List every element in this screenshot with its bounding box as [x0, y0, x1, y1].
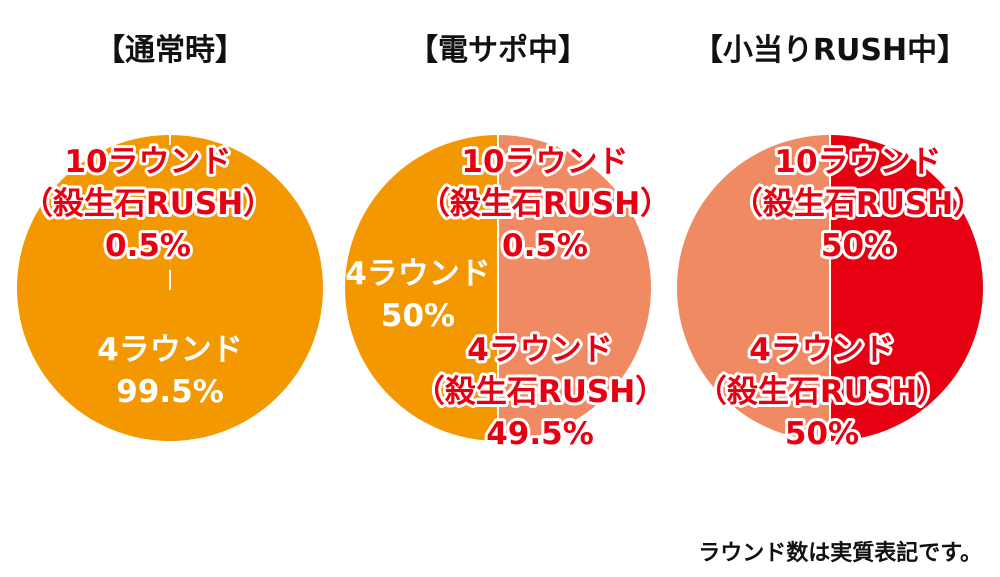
- pie-label-line-1-0-0: 10ラウンド: [461, 144, 628, 180]
- chart-densapo: 【電サポ中】 10ラウンド （殺生石RUSH） 0.5% 4ラウンド （殺生石RUSH）…: [345, 33, 674, 455]
- pie-label-0-0: 10ラウンド （殺生石RUSH） 0.5%: [22, 144, 274, 264]
- pie-densapo: [345, 135, 652, 441]
- pie-slice-2-0: [830, 135, 983, 441]
- pie-label-line-1-1-1: （殺生石RUSH）: [414, 374, 666, 410]
- pie-slice-1-1: [498, 135, 652, 441]
- chart-title-koatari-rush: 【小当りRUSH中】: [693, 33, 967, 68]
- pie-slice-2-1: [677, 135, 830, 441]
- pie-labels-normal: 10ラウンド （殺生石RUSH） 0.5% 4ラウンド 99.5%: [19, 141, 277, 410]
- pie-label-line-1-2-1: 50%: [381, 298, 455, 334]
- pie-label-line-1-0-2: 0.5%: [502, 228, 588, 264]
- pie-label-line-2-0-2: 50%: [821, 228, 895, 264]
- pie-label-2-0: 10ラウンド （殺生石RUSH） 50%: [732, 144, 984, 264]
- pie-label-line-1-2-0: 4ラウンド: [345, 256, 491, 292]
- pie-label-line-2-1-2: 50%: [785, 416, 859, 452]
- pie-label-1-0: 10ラウンド （殺生石RUSH） 0.5%: [419, 144, 671, 264]
- chart-normal: 【通常時】 10ラウンド （殺生石RUSH） 0.5% 4ラウンド 99.5%: [16, 33, 323, 441]
- pie-slice-1-0: [498, 135, 503, 288]
- pie-label-line-1-1-0: 4ラウンド: [467, 332, 613, 368]
- pie-label-1-1: 4ラウンド （殺生石RUSH） 49.5%: [414, 332, 666, 452]
- pie-label-0-1: 4ラウンド 99.5%: [97, 332, 243, 410]
- chart-title-normal: 【通常時】: [95, 33, 245, 68]
- pie-koatari-rush: [677, 135, 983, 441]
- chart-koatari-rush: 【小当りRUSH中】 10ラウンド （殺生石RUSH） 50% 4ラウンド （殺生石RU…: [677, 33, 987, 455]
- pie-label-line-2-1-0: 4ラウンド: [749, 332, 895, 368]
- pie-label-line-0-1-1: 99.5%: [116, 374, 224, 410]
- pie-labels-densapo: 10ラウンド（殺生石RUSH） 0.5%4ラウンド（殺生石RUSH） 49.5%4ラ…: [345, 141, 674, 455]
- pie-label-line-2-0-0: 10ラウンド: [774, 144, 941, 180]
- pie-label-1-2: 4ラウンド 50%: [345, 256, 491, 334]
- chart-title-densapo: 【電サポ中】: [408, 33, 588, 68]
- pie-label-line-0-1-0: 4ラウンド: [97, 332, 243, 368]
- pie-label-line-0-0-2: 0.5%: [105, 228, 191, 264]
- pie-slice-1-2: [345, 135, 498, 441]
- pie-label-2-1: 4ラウンド （殺生石RUSH） 50%: [696, 332, 948, 452]
- pie-normal: [16, 134, 323, 441]
- pie-label-line-2-0-1: （殺生石RUSH）: [732, 186, 984, 222]
- pie-label-line-0-0-1: （殺生石RUSH）: [22, 186, 274, 222]
- pie-label-line-2-1-1: （殺生石RUSH）: [696, 374, 948, 410]
- pie-label-line-0-0-0: 10ラウンド: [64, 144, 231, 180]
- footnote: ラウンド数は実質表記です。: [698, 540, 982, 566]
- pie-label-line-1-1-2: 49.5%: [486, 416, 594, 452]
- pie-slice-0-0: [170, 135, 175, 288]
- pie-label-line-1-0-1: （殺生石RUSH）: [419, 186, 671, 222]
- pie-labels-koatari-rush: 10ラウンド （殺生石RUSH） 50% 4ラウンド （殺生石RUSH） 50%: [693, 141, 987, 455]
